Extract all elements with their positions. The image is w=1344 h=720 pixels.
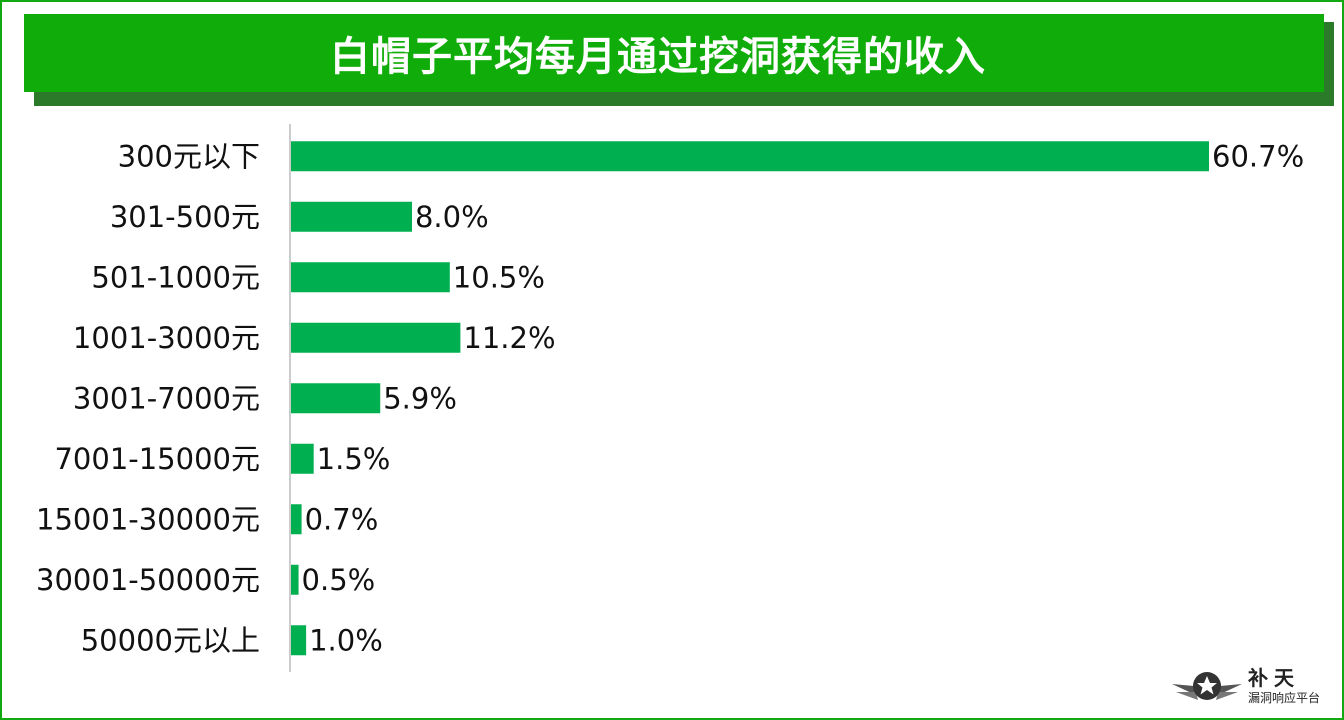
value-labels: 60.7% 8.0% 10.5% 11.2%5.9% 1.5% 0.7% 0.5% 1.0% [302,139,1305,657]
bar [291,443,314,474]
chart-title: 白帽子平均每月通过挖洞获得的收入 [330,34,986,80]
bar [291,262,450,293]
category-label: 30001-50000元 [36,563,260,597]
bars [291,141,1209,656]
butian-logo: 补天 漏洞响应平台 [1168,660,1328,712]
value-label: 10.5% [453,260,545,294]
value-label: 8.0% [415,200,489,234]
bar [291,564,299,595]
value-label: 5.9% [383,381,457,415]
logo-subtitle: 漏洞响应平台 [1248,691,1321,705]
category-label: 3001-7000元 [73,381,260,415]
category-label: 301-500元 [110,200,260,234]
value-label: 0.7% [305,502,379,536]
title-banner: 白帽子平均每月通过挖洞获得的收入 [24,14,1324,92]
category-label: 50000元以上 [81,623,260,657]
value-label: 1.0% [309,623,383,657]
category-label: 300元以下 [118,139,260,173]
bar [291,625,307,656]
category-label: 501-1000元 [91,260,260,294]
category-label: 15001-30000元 [36,502,260,536]
category-label: 7001-15000元 [54,442,260,476]
bar [291,141,1209,172]
bar [291,504,302,535]
category-label: 1001-3000元 [73,321,260,355]
star-wings-icon [1172,672,1242,700]
bar [291,383,381,414]
value-label: 1.5% [317,442,391,476]
value-label: 0.5% [302,563,376,597]
value-label: 60.7% [1212,139,1304,173]
value-label: 11.2% [463,321,555,355]
category-labels: 300元以下 301-500元 501-1000元 1001-3000元 3001-70… [36,139,260,657]
logo-name: 补天 [1248,666,1300,690]
bar [291,322,461,353]
bar [291,201,412,232]
